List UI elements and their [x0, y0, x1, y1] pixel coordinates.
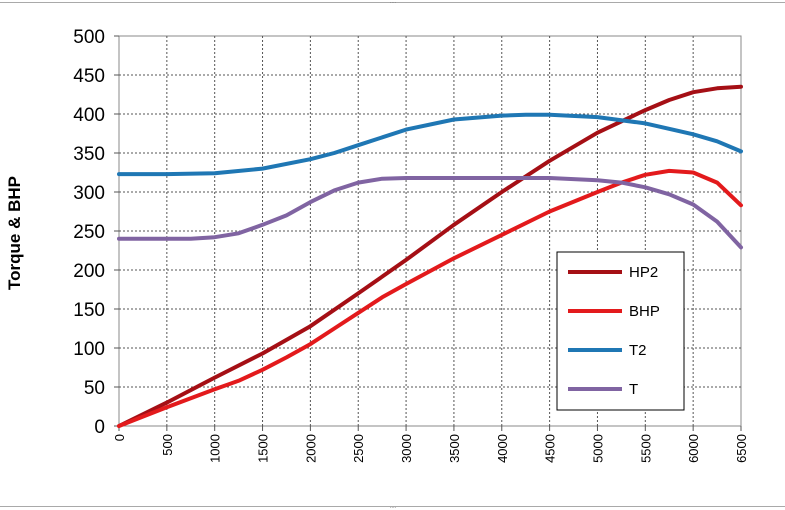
y-tick-label: 150 [73, 300, 105, 321]
y-tick-label: 400 [73, 105, 105, 126]
y-axis-tick-labels: 0 50 100 150 200 250 300 350 400 450 500 [73, 27, 105, 438]
x-tick-label: 4500 [543, 434, 558, 463]
legend-label-hp2: HP2 [629, 264, 658, 281]
x-tick-label: 6500 [734, 434, 749, 463]
x-tick-label: 6000 [686, 434, 701, 463]
grid-lines [114, 35, 742, 431]
x-tick-label: 5500 [638, 434, 653, 463]
top-border [0, 2, 785, 3]
series-line-t2 [117, 112, 743, 177]
bottom-border [0, 506, 785, 507]
legend-label-bhp: BHP [629, 303, 660, 320]
legend-label-t2: T2 [629, 342, 647, 359]
series-lines [117, 84, 743, 428]
y-tick-label: 350 [73, 144, 105, 165]
series-line-t [117, 176, 743, 250]
y-tick-label: 50 [84, 378, 105, 399]
x-tick-label: 4000 [495, 434, 510, 463]
y-tick-label: 300 [73, 183, 105, 204]
series-line-hp2 [117, 84, 743, 428]
x-tick-label: 500 [160, 434, 175, 456]
x-tick-label: 3500 [447, 434, 462, 463]
x-tick-label: 5000 [590, 434, 605, 463]
legend: HP2 BHP T2 T [556, 251, 685, 411]
x-axis-tick-labels: 0 500 1000 1500 2000 2500 3000 3500 4000 4500 5000… [112, 434, 749, 463]
y-tick-label: 250 [73, 222, 105, 243]
x-tick-label: 2000 [303, 434, 318, 463]
y-tick-label: 0 [94, 417, 105, 438]
series-line-bhp [117, 168, 743, 428]
y-tick-label: 100 [73, 339, 105, 360]
y-tick-label: 500 [73, 27, 105, 48]
x-tick-label: 1500 [256, 434, 271, 463]
top-resize-handle[interactable]: .... [389, 0, 397, 5]
x-tick-label: 0 [112, 434, 127, 441]
legend-label-t: T [629, 381, 638, 398]
legend-box [556, 251, 685, 411]
x-tick-label: 2500 [351, 434, 366, 463]
y-tick-label: 200 [73, 261, 105, 282]
y-tick-label: 450 [73, 66, 105, 87]
bottom-resize-handle[interactable]: .... [389, 504, 397, 510]
y-axis-title: Torque & BHP [5, 176, 24, 290]
x-tick-label: 1000 [208, 434, 223, 463]
x-tick-label: 3000 [399, 434, 414, 463]
